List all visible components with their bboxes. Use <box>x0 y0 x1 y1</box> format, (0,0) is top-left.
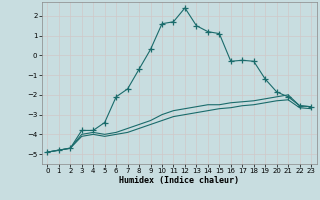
X-axis label: Humidex (Indice chaleur): Humidex (Indice chaleur) <box>119 176 239 185</box>
